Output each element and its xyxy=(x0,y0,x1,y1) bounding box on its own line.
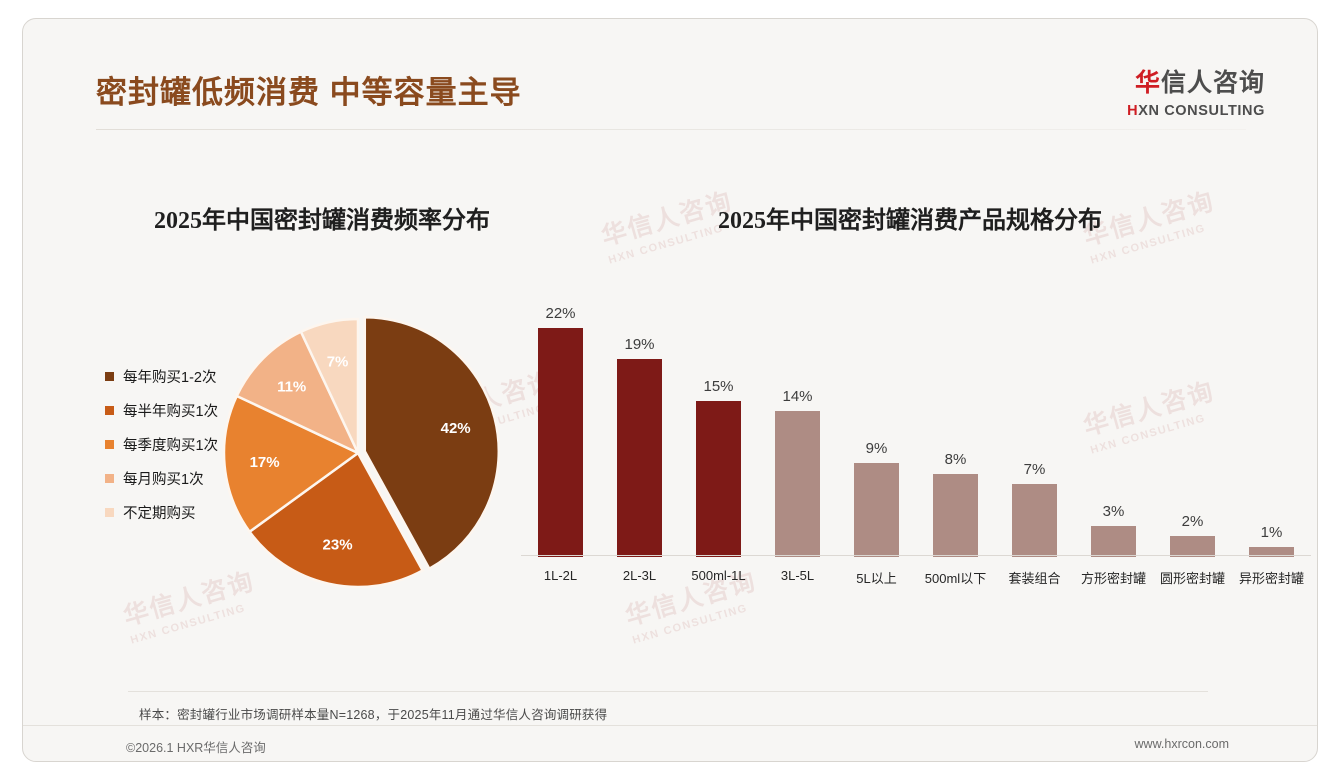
bar-rect[interactable] xyxy=(696,401,741,557)
pie-legend-item[interactable]: 每季度购买1次 xyxy=(105,427,218,461)
bar-x-axis-label: 1L-2L xyxy=(543,568,578,583)
bar-column[interactable]: 22% xyxy=(538,305,583,557)
pie-slice-label: 23% xyxy=(323,537,353,554)
bar-x-axis-label: 2L-3L xyxy=(622,568,657,583)
pie-slice[interactable] xyxy=(363,316,501,571)
pie-slice-label: 7% xyxy=(327,353,349,370)
watermark-cn: 华信人咨询 xyxy=(598,187,736,252)
bar-column[interactable]: 3% xyxy=(1091,503,1136,557)
bar-value-label: 14% xyxy=(782,388,813,406)
bar-column[interactable]: 7% xyxy=(1012,461,1057,557)
legend-swatch-icon xyxy=(105,473,114,483)
bar-rect[interactable] xyxy=(1012,484,1057,557)
bar-x-axis-label: 圆形密封罐 xyxy=(1159,571,1225,586)
pie-legend-item[interactable]: 不定期购买 xyxy=(105,495,218,529)
bar-value-label: 15% xyxy=(703,378,734,395)
bar-column[interactable]: 8% xyxy=(933,451,978,557)
pie-legend-label: 每年购买1-2次 xyxy=(123,369,217,386)
watermark-en: HXN CONSULTING xyxy=(129,602,248,647)
bar-column[interactable]: 1% xyxy=(1249,524,1294,557)
logo-english: HXN CONSULTING xyxy=(1127,104,1265,119)
bar-value-label: 22% xyxy=(545,305,576,323)
pie-slice[interactable] xyxy=(235,330,361,456)
bar-rect[interactable] xyxy=(933,473,978,557)
copyright-text: ©2026.1 HXR华信人咨询 xyxy=(126,741,266,755)
header-divider xyxy=(96,129,1246,130)
bar-x-axis-label: 异形密封罐 xyxy=(1238,571,1304,586)
slide-header: 密封罐低频消费 中等容量主导 华信人咨询 HXN CONSULTING xyxy=(23,19,1317,131)
bar-x-axis-label: 3L-5L xyxy=(780,568,815,583)
bar-rect[interactable] xyxy=(854,463,899,557)
bar-value-label: 19% xyxy=(624,336,655,354)
bar-rect[interactable] xyxy=(1249,546,1294,557)
bar-value-label: 3% xyxy=(1102,502,1125,520)
slide-canvas: 华信人咨询 HXN CONSULTING 华信人咨询 HXN CONSULTIN… xyxy=(22,18,1318,762)
page-title: 密封罐低频消费 中等容量主导 xyxy=(96,75,522,110)
bar-rect[interactable] xyxy=(1091,525,1136,557)
pie-slice-label: 11% xyxy=(277,379,306,396)
bar-rect[interactable] xyxy=(538,328,583,557)
pie-slice[interactable] xyxy=(222,394,361,534)
logo-english-rest: XN CONSULTING xyxy=(1138,103,1265,119)
pie-legend-label: 每季度购买1次 xyxy=(123,437,219,454)
sample-divider xyxy=(128,691,1208,692)
bar-x-axis-label: 500ml-1L xyxy=(691,568,746,583)
pie-chart-title: 2025年中国密封罐消费频率分布 xyxy=(154,208,490,234)
pie-legend-label: 每半年购买1次 xyxy=(123,403,219,420)
footer-divider xyxy=(23,725,1317,726)
pie-slice[interactable] xyxy=(299,317,360,454)
bar-value-label: 9% xyxy=(865,440,888,458)
bar-chart-title: 2025年中国密封罐消费产品规格分布 xyxy=(718,208,1102,234)
pie-legend-label: 不定期购买 xyxy=(123,505,196,522)
pie-slice-label: 42% xyxy=(441,420,471,437)
legend-swatch-icon xyxy=(105,439,114,449)
bar-x-axis-label: 5L以上 xyxy=(856,571,897,586)
bar-value-label: 2% xyxy=(1181,513,1204,531)
pie-chart-svg: 42% 23% 17% 11% 7% xyxy=(222,316,501,589)
bar-chart: 22% 19% 15% 14% 9% 8% 7% 3% 2% 1% xyxy=(521,271,1311,557)
bar-value-label: 7% xyxy=(1023,461,1046,479)
bar-column[interactable]: 19% xyxy=(617,336,662,557)
pie-legend-item[interactable]: 每年购买1-2次 xyxy=(105,359,218,393)
logo-chinese: 华信人咨询 xyxy=(1127,71,1265,96)
bar-x-axis-label: 套装组合 xyxy=(1008,571,1061,586)
bar-x-axis-label: 方形密封罐 xyxy=(1080,571,1146,586)
logo-chinese-accent: 华 xyxy=(1134,69,1161,97)
bar-column[interactable]: 2% xyxy=(1170,513,1215,557)
bar-column[interactable]: 15% xyxy=(696,378,741,557)
logo-english-accent: H xyxy=(1127,103,1139,119)
watermark-en: HXN CONSULTING xyxy=(631,602,750,647)
pie-legend-item[interactable]: 每月购买1次 xyxy=(105,461,218,495)
logo-chinese-rest: 信人咨询 xyxy=(1160,69,1265,97)
legend-swatch-icon xyxy=(105,371,114,381)
sample-note: 样本：密封罐行业市场调研样本量N=1268，于2025年11月通过华信人咨询调研… xyxy=(139,708,608,722)
pie-legend: 每年购买1-2次 每半年购买1次 每季度购买1次 每月购买1次 不定期购买 xyxy=(105,359,218,529)
bar-rect[interactable] xyxy=(775,411,820,557)
bar-column[interactable]: 9% xyxy=(854,440,899,557)
bar-value-label: 1% xyxy=(1260,523,1283,541)
pie-legend-label: 每月购买1次 xyxy=(123,471,204,488)
legend-swatch-icon xyxy=(105,405,114,415)
legend-swatch-icon xyxy=(105,507,114,517)
bar-rect[interactable] xyxy=(617,359,662,557)
bar-x-axis-label: 500ml以下 xyxy=(924,571,987,586)
bar-column[interactable]: 14% xyxy=(775,388,820,557)
bar-rect[interactable] xyxy=(1170,536,1215,557)
pie-slice-label: 17% xyxy=(250,454,280,471)
bar-value-label: 8% xyxy=(944,450,967,468)
bar-chart-axis-line xyxy=(521,555,1311,556)
watermark-en: HXN CONSULTING xyxy=(1089,222,1208,267)
pie-chart: 42% 23% 17% 11% 7% xyxy=(218,307,503,603)
company-logo: 华信人咨询 HXN CONSULTING xyxy=(1127,71,1265,119)
pie-slice[interactable] xyxy=(247,451,425,589)
website-link[interactable]: www.hxrcon.com xyxy=(1134,737,1229,751)
pie-legend-item[interactable]: 每半年购买1次 xyxy=(105,393,218,427)
